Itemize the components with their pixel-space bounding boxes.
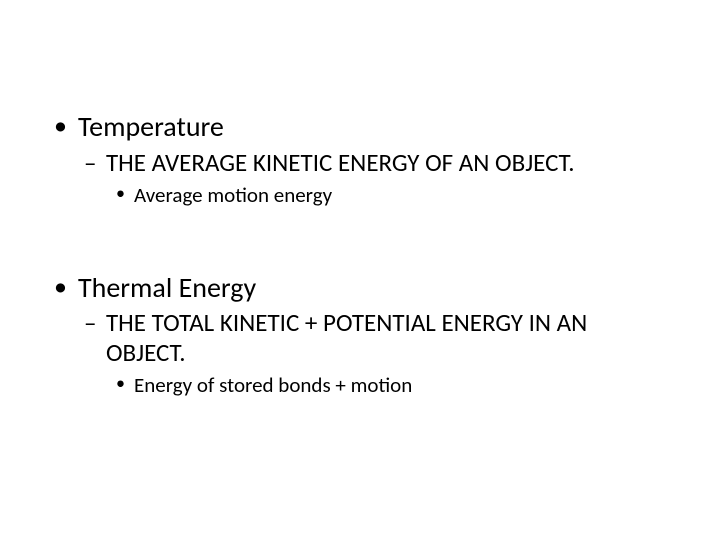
slide: Temperature THE AVERAGE KINETIC ENERGY O… [0,0,720,540]
section-1-title-text: Temperature [78,109,224,144]
section-1-definition-text: THE AVERAGE KINETIC ENERGY OF AN OBJECT. [106,147,575,178]
section-2-title-text: Thermal Energy [78,270,256,305]
section-1-note: Average motion energy [50,182,670,209]
section-2-note-text: Energy of stored bonds + motion [134,372,412,398]
section-2-title: Thermal Energy [50,271,670,305]
section-gap [50,209,670,271]
section-2-definition: THE TOTAL KINETIC + POTENTIAL ENERGY IN … [50,308,670,368]
section-2-note: Energy of stored bonds + motion [50,372,670,399]
section-1-note-text: Average motion energy [134,182,332,208]
section-2-definition-text: THE TOTAL KINETIC + POTENTIAL ENERGY IN … [106,307,587,368]
bullet-list: Temperature THE AVERAGE KINETIC ENERGY O… [50,110,670,400]
section-1-definition: THE AVERAGE KINETIC ENERGY OF AN OBJECT. [50,148,670,178]
section-1-title: Temperature [50,110,670,144]
